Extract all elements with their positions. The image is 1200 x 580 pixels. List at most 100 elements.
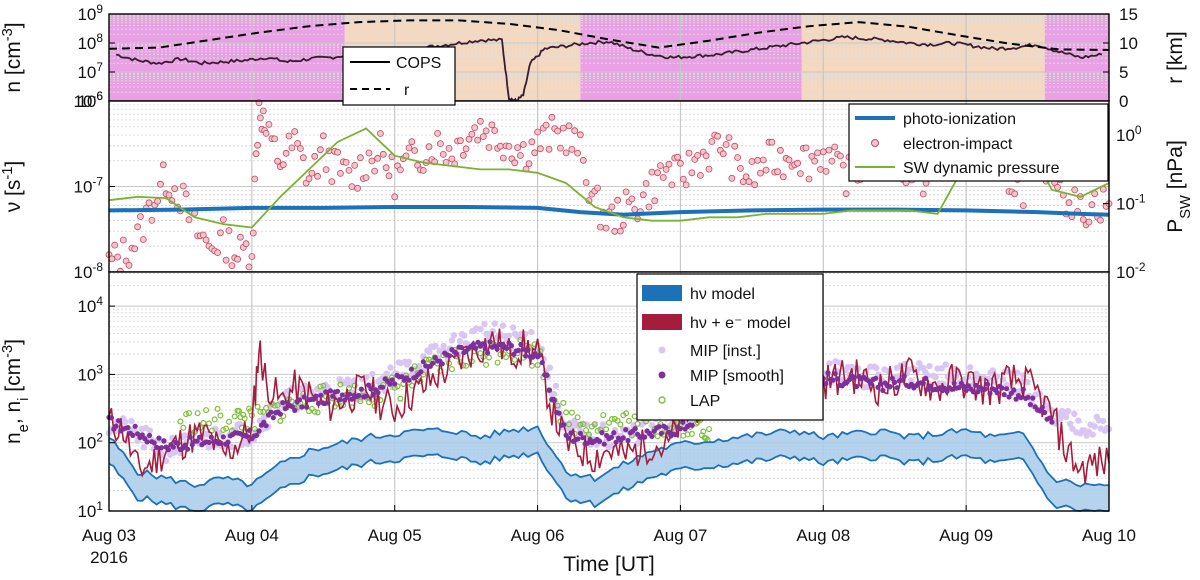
- lap-point: [565, 421, 572, 428]
- mip-smooth-point: [263, 423, 269, 429]
- mip-smooth-point: [887, 384, 893, 390]
- lap-point: [260, 408, 267, 415]
- lap-point: [194, 410, 201, 417]
- electron-impact-point: [611, 227, 619, 235]
- mip-smooth-point: [1004, 386, 1010, 392]
- electron-impact-point: [639, 191, 647, 199]
- mip-smooth-point: [256, 428, 262, 434]
- mip-smooth-point: [508, 343, 514, 349]
- mip-inst-point: [942, 361, 949, 368]
- mip-smooth-point: [206, 439, 212, 445]
- electron-impact-point: [919, 190, 927, 198]
- electron-impact-point: [619, 221, 627, 229]
- electron-impact-point: [136, 213, 144, 221]
- middle-right-ytick-label: 10-2: [1116, 260, 1146, 282]
- electron-impact-point: [282, 149, 290, 157]
- mip-smooth-point: [611, 430, 617, 436]
- electron-impact-point: [256, 114, 264, 122]
- legend-mip-smooth-swatch: [658, 371, 666, 379]
- mip-inst-point: [1065, 408, 1072, 415]
- electron-impact-point: [754, 156, 761, 164]
- lap-point: [214, 405, 221, 412]
- electron-impact-point: [199, 231, 207, 239]
- mip-smooth-point: [565, 435, 572, 441]
- mip-smooth-point: [296, 397, 303, 403]
- electron-impact-point: [817, 165, 824, 173]
- electron-impact-point: [774, 168, 781, 176]
- mip-smooth-point: [165, 447, 172, 453]
- electron-impact-point: [794, 159, 801, 167]
- electron-impact-point: [651, 197, 659, 205]
- mip-smooth-point: [854, 383, 860, 390]
- electron-impact-point: [554, 127, 561, 135]
- electron-impact-point: [228, 262, 236, 270]
- electron-impact-point: [537, 145, 544, 153]
- legend-hv-e-model-label: hν + e⁻ model: [690, 315, 791, 332]
- lap-point: [511, 356, 518, 363]
- mip-inst-point: [528, 328, 535, 336]
- lap-point: [211, 416, 218, 423]
- electron-impact-point: [156, 180, 164, 188]
- legend-electron-impact-swatch: [871, 139, 879, 147]
- lap-point: [337, 381, 344, 388]
- electron-impact-point: [579, 156, 587, 164]
- mip-inst-point: [873, 364, 880, 372]
- lap-point: [483, 361, 490, 368]
- xtick-year-label: 2016: [90, 548, 128, 567]
- electron-impact-point: [316, 146, 324, 154]
- legend-hv-model-label: hν model: [690, 286, 755, 303]
- electron-impact-point: [568, 145, 576, 153]
- mip-smooth-point: [1018, 395, 1024, 401]
- xtick-label: Aug 10: [1082, 526, 1136, 545]
- mip-inst-point: [387, 364, 394, 371]
- mip-smooth-point: [135, 431, 141, 437]
- lap-point: [585, 431, 592, 438]
- mip-smooth-point: [1039, 404, 1045, 410]
- electron-impact-point: [668, 181, 676, 189]
- legend-mip-inst-swatch: [658, 346, 666, 354]
- mip-smooth-point: [1042, 409, 1048, 416]
- xtick-label: Aug 06: [511, 526, 565, 545]
- electron-impact-point: [622, 188, 630, 196]
- electron-impact-point: [391, 193, 399, 201]
- electron-impact-point: [222, 256, 230, 264]
- mip-smooth-point: [892, 379, 898, 385]
- mip-smooth-point: [680, 419, 686, 425]
- top-legend-box: [342, 46, 456, 106]
- electron-impact-point: [525, 160, 533, 168]
- electron-impact-point: [837, 152, 844, 160]
- electron-impact-point: [768, 138, 776, 146]
- mip-inst-point: [460, 332, 468, 339]
- legend-mip-smooth-label: MIP [smooth]: [690, 368, 784, 385]
- electron-impact-point: [688, 169, 696, 177]
- mip-smooth-point: [194, 438, 200, 444]
- electron-impact-point: [822, 167, 830, 175]
- cometocentric-distance-line: [108, 19, 1110, 51]
- electron-impact-point: [111, 241, 119, 249]
- electron-impact-point: [436, 140, 444, 148]
- mip-smooth-point: [368, 386, 374, 392]
- lap-point: [603, 426, 610, 433]
- mip-smooth-point: [608, 434, 615, 440]
- electron-impact-point: [708, 138, 716, 145]
- mip-smooth-point: [575, 436, 581, 442]
- mip-smooth-point: [568, 430, 574, 436]
- mip-smooth-point: [356, 392, 362, 399]
- mip-smooth-point: [868, 380, 874, 386]
- lap-point: [186, 410, 193, 417]
- electron-impact-point: [757, 169, 764, 177]
- mip-smooth-point: [301, 394, 307, 400]
- mip-smooth-point: [218, 440, 224, 446]
- mip-inst-point: [426, 348, 433, 356]
- bottom-legend: hν model hν + e⁻ model MIP [inst.] MIP [smo…: [636, 273, 824, 421]
- hv-e-model-line: [108, 328, 1110, 484]
- electron-impact-point: [274, 157, 282, 165]
- mip-smooth-point: [458, 344, 464, 351]
- electron-impact-point: [511, 159, 519, 167]
- electron-impact-point: [785, 156, 793, 164]
- mip-inst-point: [552, 382, 560, 389]
- electron-impact-point: [185, 216, 193, 224]
- electron-impact-point: [505, 142, 513, 150]
- photo-ionization-line: [108, 205, 1110, 217]
- lap-point: [623, 410, 630, 417]
